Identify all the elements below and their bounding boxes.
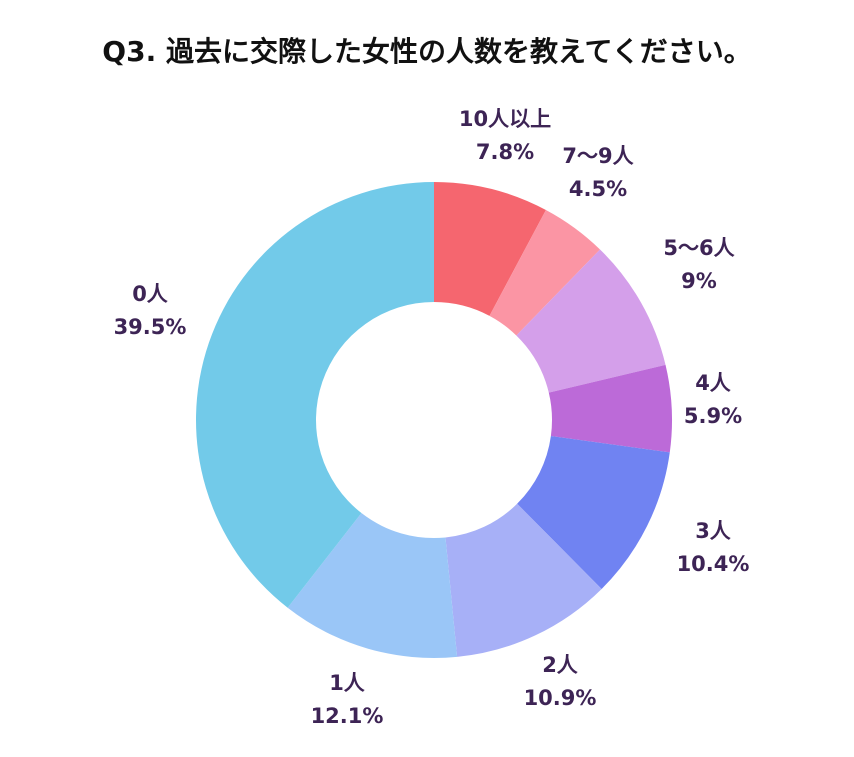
slice-7 (195, 182, 434, 608)
slice-value-1: 4.5% (569, 177, 627, 201)
slice-label-1: 7〜9人 (562, 144, 633, 168)
slice-1 (489, 209, 601, 336)
slice-4 (517, 436, 670, 589)
slice-label-5: 2人 (542, 653, 578, 677)
slice-2 (516, 249, 666, 393)
slice-value-7: 39.5% (114, 315, 187, 339)
chart-title: Q3. 過去に交際した女性の人数を教えてください。 (102, 35, 752, 68)
slice-labels: 10人以上 7.8% 7〜9人 4.5% 5〜6人 9% 4人 5.9% 3人 10.4% 2人 10… (114, 107, 750, 728)
slice-value-0: 7.8% (476, 140, 534, 164)
slice-6 (287, 513, 458, 658)
slice-label-6: 1人 (329, 671, 365, 695)
slice-value-6: 12.1% (311, 704, 384, 728)
slice-value-4: 10.4% (677, 552, 750, 576)
slice-0 (434, 182, 546, 316)
donut-slices (195, 182, 673, 658)
slice-label-4: 3人 (695, 519, 731, 543)
slice-label-2: 5〜6人 (663, 236, 734, 260)
slice-label-0: 10人以上 (459, 107, 551, 131)
slice-value-5: 10.9% (524, 686, 597, 710)
slice-5 (445, 503, 602, 657)
slice-label-3: 4人 (695, 371, 731, 395)
slice-3 (548, 364, 673, 453)
slice-value-3: 5.9% (684, 404, 742, 428)
slice-label-7: 0人 (132, 282, 168, 306)
slice-value-2: 9% (681, 269, 717, 293)
